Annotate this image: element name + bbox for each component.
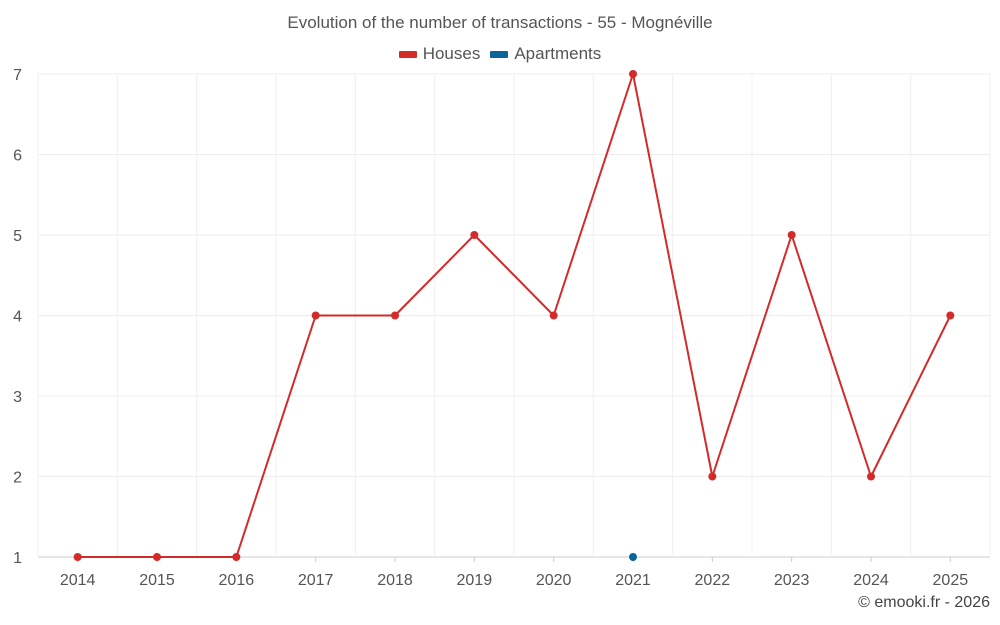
data-point-houses <box>867 472 875 481</box>
legend-swatch-houses <box>398 50 417 58</box>
y-tick-label: 5 <box>13 228 22 245</box>
legend-item-apartments[interactable]: Apartments <box>490 44 601 64</box>
data-point-houses <box>232 553 241 561</box>
legend: Houses Apartments <box>0 44 1000 64</box>
legend-item-houses[interactable]: Houses <box>398 44 481 64</box>
x-tick-label: 2025 <box>933 572 969 589</box>
legend-swatch-apartments <box>490 50 509 58</box>
chart-title: Evolution of the number of transactions … <box>287 13 713 32</box>
y-tick-label: 4 <box>13 309 22 326</box>
x-tick-label: 2016 <box>219 572 255 589</box>
legend-label-apartments: Apartments <box>514 44 602 63</box>
y-tick-label: 1 <box>13 550 22 567</box>
y-tick-label: 3 <box>13 389 22 406</box>
x-tick-label: 2017 <box>298 572 334 589</box>
series-line-houses <box>77 73 952 558</box>
x-tick-label: 2018 <box>377 572 413 589</box>
data-point-houses <box>629 70 637 78</box>
data-point-houses <box>73 553 82 561</box>
data-point-houses <box>391 311 399 320</box>
y-tick-label: 7 <box>13 67 22 84</box>
legend-label-houses: Houses <box>422 44 481 63</box>
data-point-houses <box>549 311 558 320</box>
y-tick-label: 6 <box>13 148 22 165</box>
x-tick-label: 2015 <box>139 572 175 589</box>
data-point-apartments <box>629 553 637 561</box>
x-tick-label: 2022 <box>695 572 731 589</box>
data-point-houses <box>311 311 320 320</box>
x-tick-label: 2024 <box>853 572 889 589</box>
x-tick-label: 2014 <box>60 572 96 589</box>
x-tick-label: 2019 <box>457 572 493 589</box>
y-tick-label: 2 <box>13 470 22 487</box>
data-point-houses <box>787 231 796 239</box>
data-point-houses <box>946 311 955 320</box>
data-point-houses <box>470 231 479 239</box>
x-tick-label: 2023 <box>774 572 810 589</box>
x-tick-label: 2021 <box>615 572 651 589</box>
copyright-credit: © emooki.fr - 2026 <box>858 594 990 611</box>
x-tick-label: 2020 <box>536 572 572 589</box>
data-point-houses <box>153 553 161 561</box>
data-point-houses <box>708 472 717 481</box>
